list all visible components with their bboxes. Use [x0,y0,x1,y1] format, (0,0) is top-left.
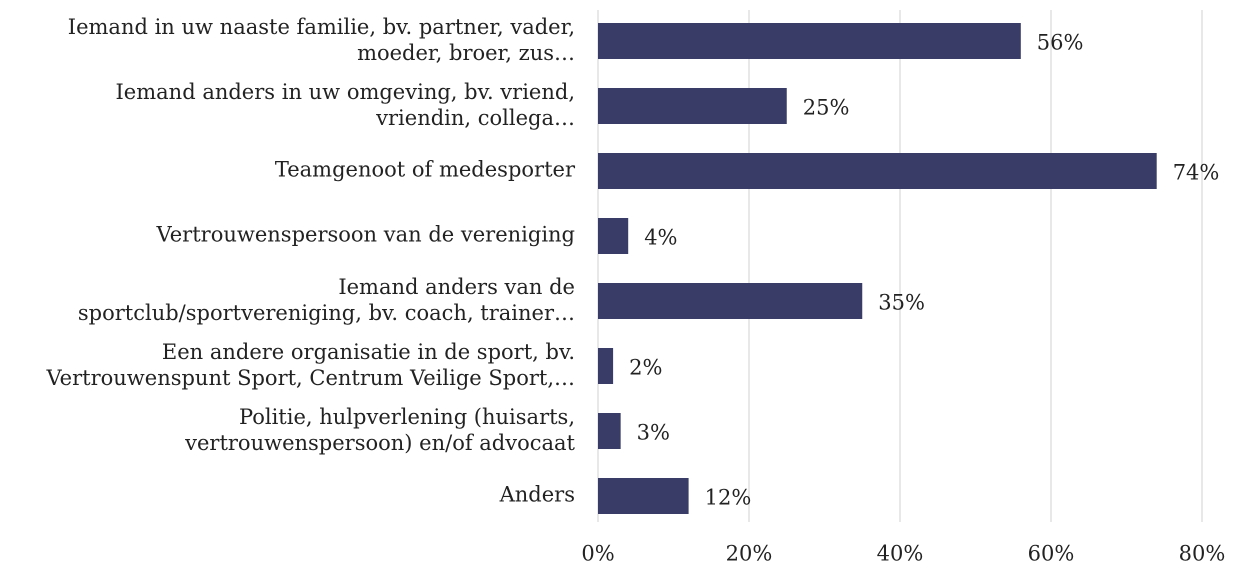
y-tick-label: Iemand anders in uw omgeving, bv. vriend… [116,80,575,130]
y-tick-label: Anders [499,483,575,507]
value-label: 74% [1173,161,1220,185]
y-tick-label: Politie, hulpverlening (huisarts, vertrou… [184,405,575,455]
value-label: 25% [803,96,850,120]
bar [598,153,1157,189]
x-tick-label: 40% [877,542,924,566]
value-label: 12% [705,486,752,510]
value-label: 4% [644,226,677,250]
bar [598,23,1021,59]
bar [598,478,689,514]
y-tick-label: Teamgenoot of medesporter [275,158,576,182]
bar [598,348,614,384]
y-tick-label: Vertrouwenspersoon van de vereniging [156,223,575,247]
y-tick-label: Iemand in uw naaste familie, bv. partner… [68,15,575,65]
bar [598,88,787,124]
x-tick-label: 0% [581,542,614,566]
x-tick-label: 80% [1179,542,1226,566]
bar [598,218,629,254]
x-tick-label: 20% [726,542,773,566]
bar [598,413,621,449]
x-tick-label: 60% [1028,542,1075,566]
y-tick-label: Een andere organisatie in de sport, bv. V… [45,340,575,390]
value-label: 56% [1037,31,1084,55]
value-label: 2% [629,356,662,380]
value-label: 35% [878,291,925,315]
bar [598,283,863,319]
y-tick-label: Iemand anders van de sportclub/sportveren… [78,275,575,325]
value-label: 3% [637,421,670,445]
